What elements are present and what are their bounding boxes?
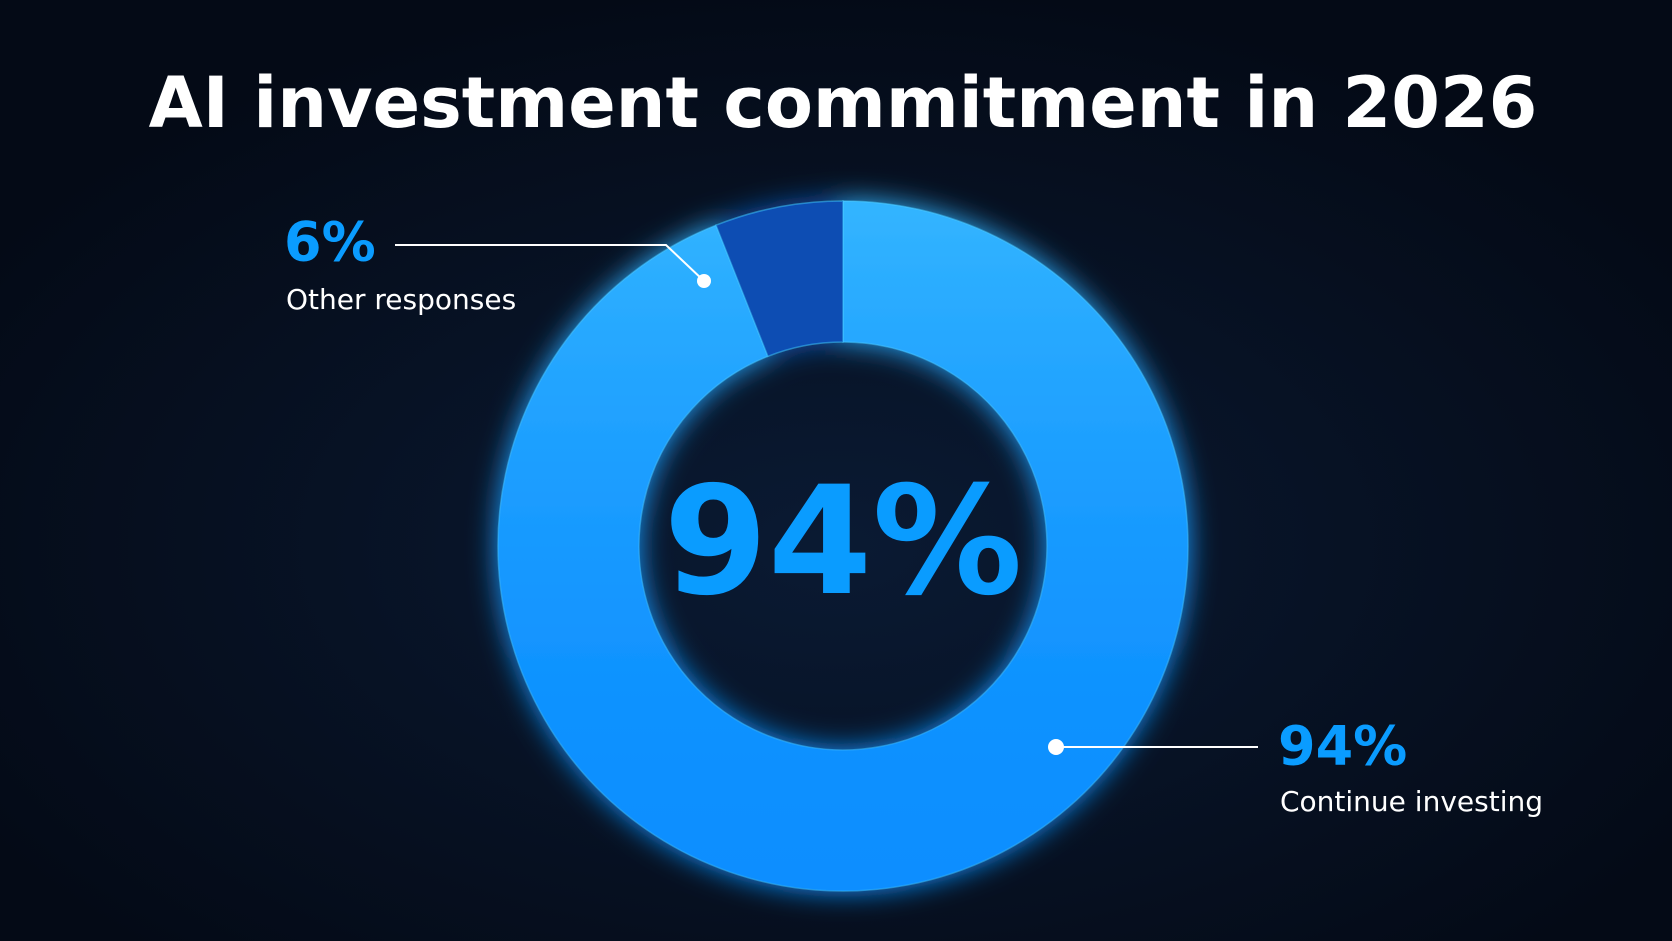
callout-dot bbox=[697, 274, 711, 288]
chart-title: AI investment commitment in 2026 bbox=[149, 62, 1538, 144]
donut bbox=[497, 200, 1189, 892]
callout-dot bbox=[1048, 739, 1064, 755]
category-label: Other responses bbox=[286, 283, 516, 316]
callout-line bbox=[395, 244, 705, 282]
value-label: 94% bbox=[1278, 715, 1407, 778]
slice-sheen bbox=[498, 201, 1188, 891]
category-label: Continue investing bbox=[1280, 785, 1543, 818]
center-label: 94% bbox=[663, 455, 1022, 629]
donut-slice bbox=[715, 200, 844, 358]
value-label: 6% bbox=[284, 211, 376, 274]
